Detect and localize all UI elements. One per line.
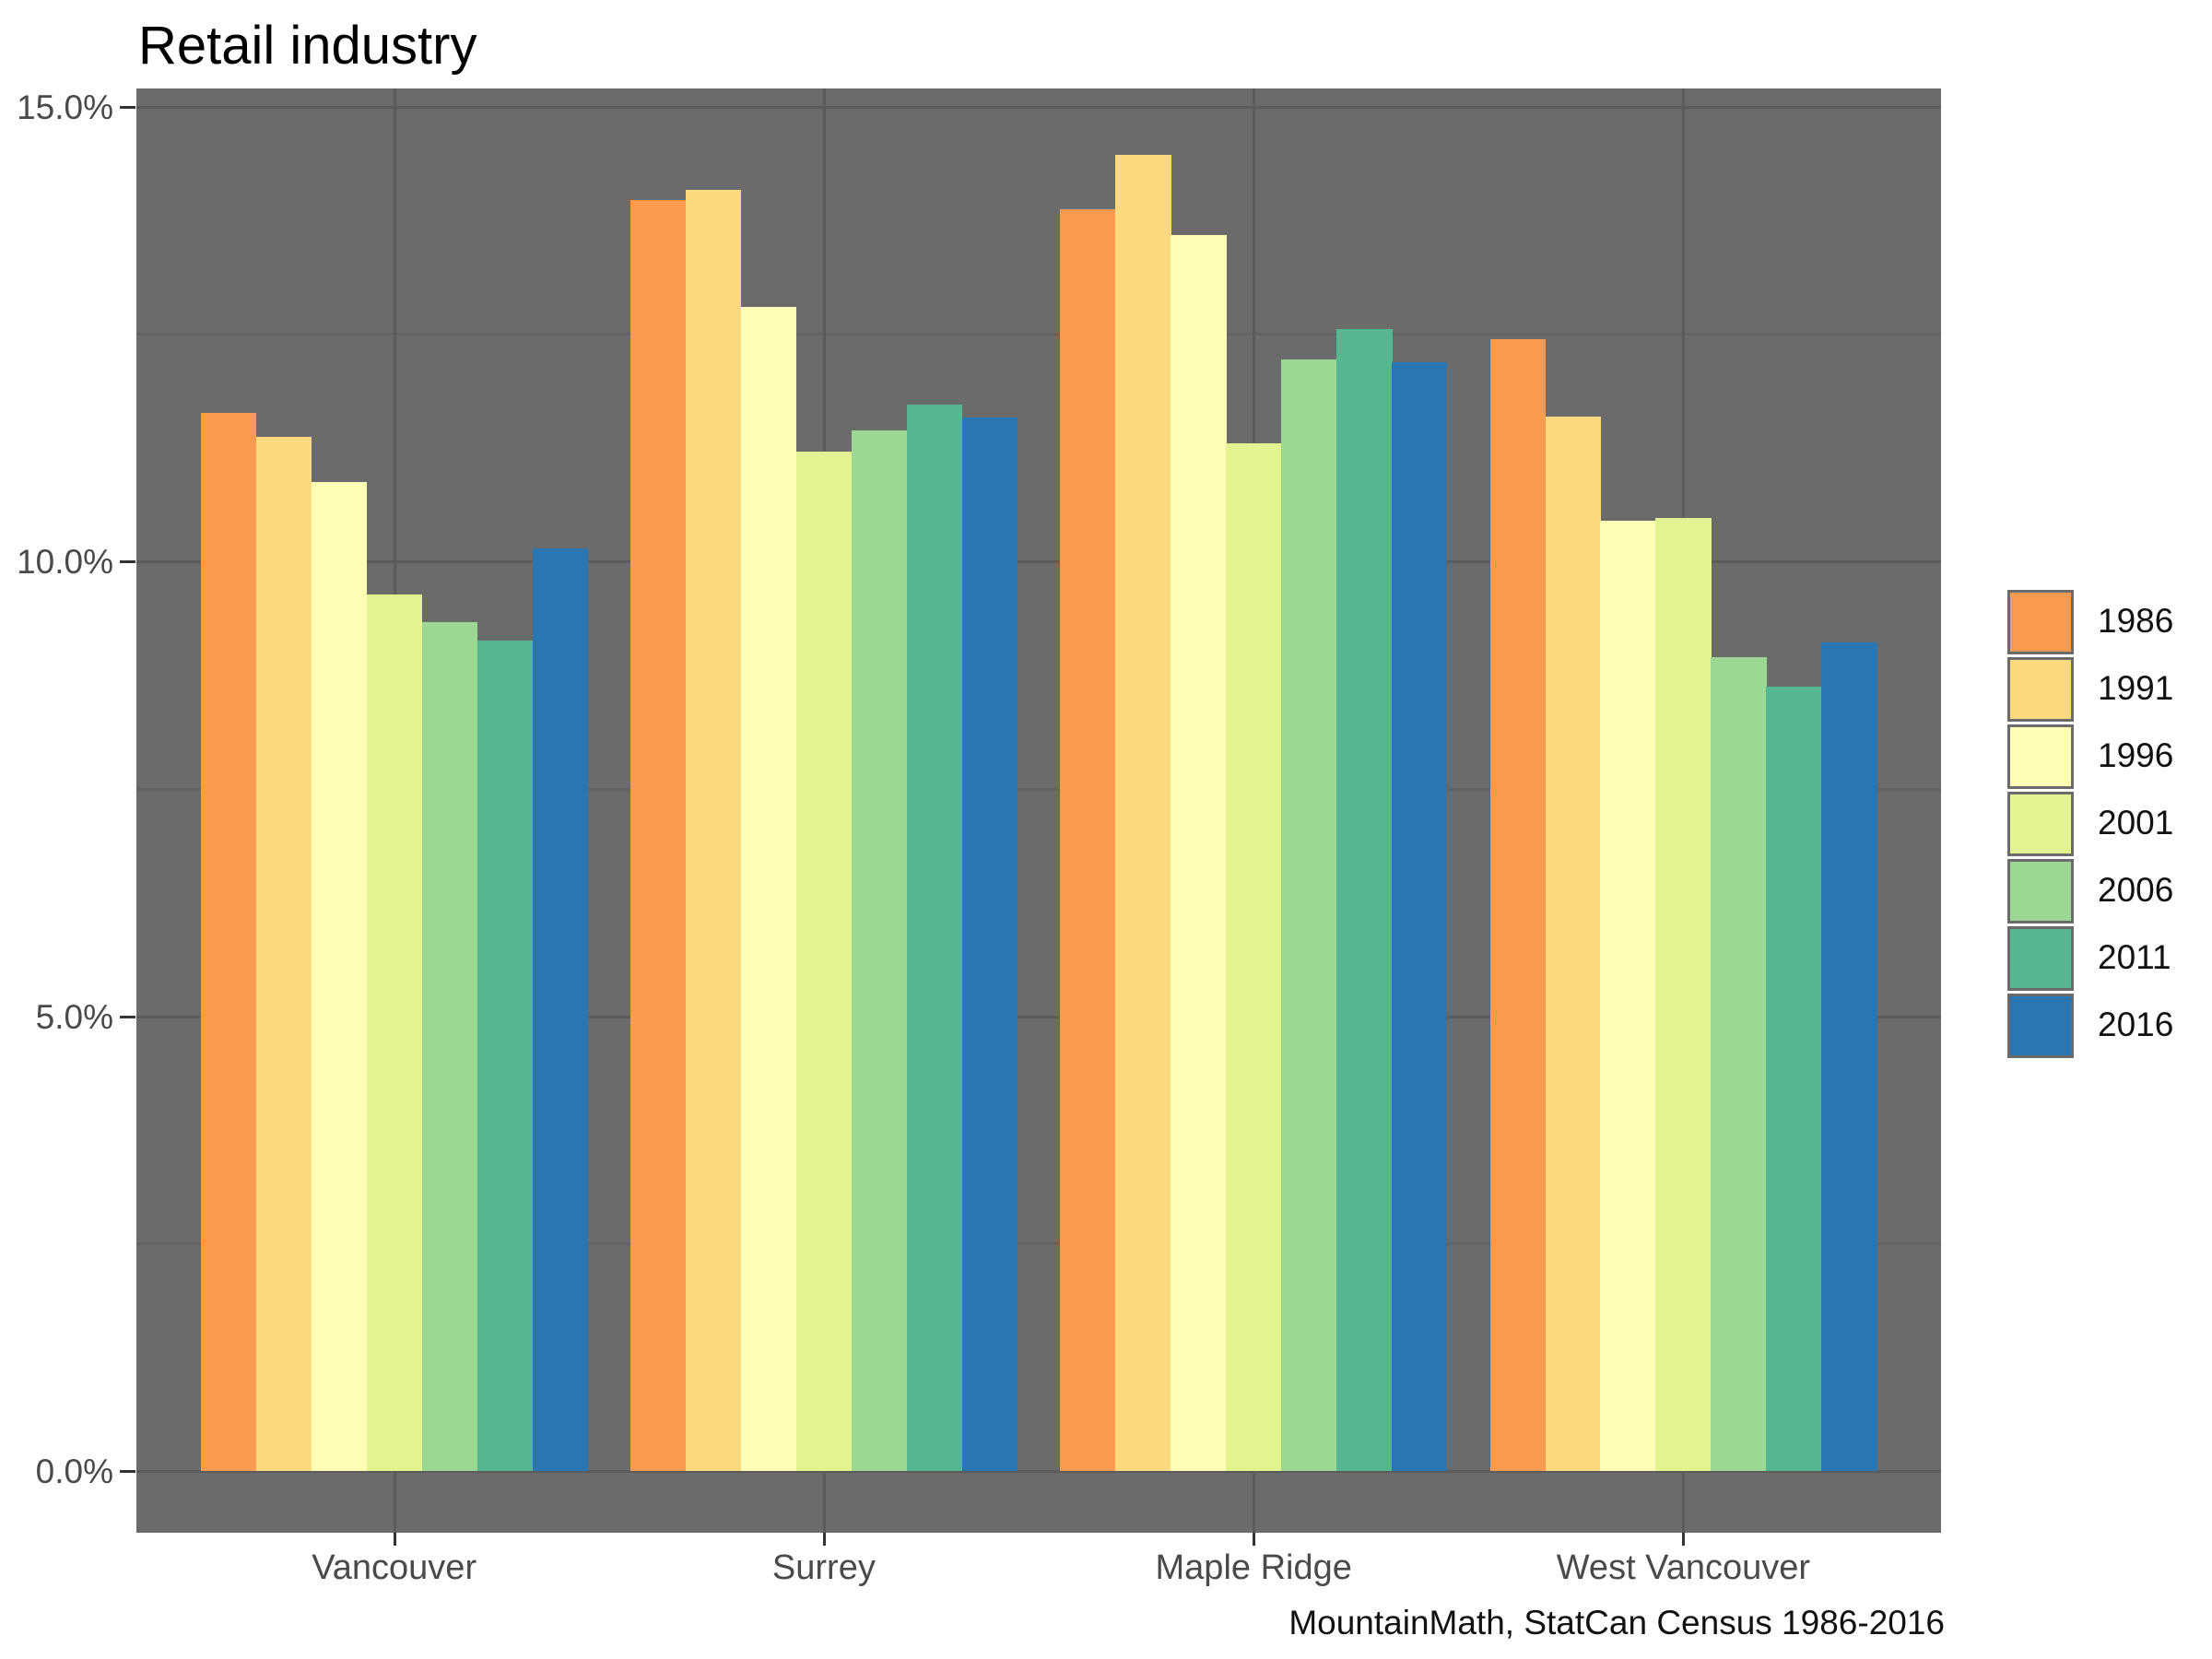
legend-key-swatch [2007,724,2074,789]
bar-west-vancouver-1991 [1545,417,1601,1471]
bar-west-vancouver-2011 [1766,687,1822,1471]
bar-maple-ridge-1996 [1171,234,1227,1471]
bar-surrey-1996 [740,306,797,1471]
bar-surrey-2001 [795,451,853,1471]
legend-key-swatch [2007,926,2074,991]
legend-key-swatch [2007,859,2074,924]
legend-label: 2001 [2098,804,2174,841]
bar-maple-ridge-2001 [1226,442,1282,1471]
bar-surrey-2016 [961,418,1018,1471]
y-axis-label: 15.0% [17,88,113,126]
bar-vancouver-2016 [532,548,588,1471]
bar-west-vancouver-1986 [1489,339,1547,1471]
bar-west-vancouver-2001 [1655,517,1712,1471]
bar-west-vancouver-2016 [1821,641,1877,1471]
bar-west-vancouver-2006 [1711,656,1767,1471]
legend-key-swatch [2007,657,2074,722]
bar-vancouver-1996 [311,482,368,1471]
minor-gridline [136,333,1941,336]
x-tick-mark [1682,1533,1686,1546]
bar-vancouver-2011 [477,640,534,1471]
bar-maple-ridge-1986 [1060,209,1116,1471]
y-tick-mark [120,1015,135,1018]
bar-vancouver-1986 [200,413,257,1471]
bar-surrey-2006 [851,429,908,1471]
legend-label: 1996 [2098,736,2174,774]
minor-gridline [136,787,1941,791]
bar-vancouver-1991 [255,436,312,1471]
x-tick-mark [822,1533,826,1546]
x-axis-label-vancouver: Vancouver [312,1548,477,1587]
x-axis-label-surrey: Surrey [771,1548,876,1587]
legend-label: 1986 [2098,602,2174,640]
major-gridline [136,105,1941,109]
x-axis-label-maple-ridge: Maple Ridge [1155,1548,1352,1587]
legend-label: 2011 [2098,938,2171,976]
bar-surrey-2011 [906,405,963,1471]
legend-key-swatch [2007,590,2074,654]
chart-panel [136,88,1941,1533]
chart-caption: MountainMath, StatCan Census 1986-2016 [1288,1604,1945,1641]
y-axis-label: 0.0% [35,1453,113,1490]
legend-key-swatch [2007,792,2074,856]
bar-maple-ridge-2016 [1392,361,1448,1471]
major-gridline [136,560,1941,563]
bar-maple-ridge-2011 [1336,329,1393,1471]
bar-vancouver-2001 [366,594,423,1471]
legend-label: 2006 [2098,871,2174,909]
y-tick-mark [120,1470,135,1473]
legend-label: 2016 [2098,1006,2174,1043]
minor-gridline [136,1242,1941,1246]
chart-title: Retail industry [138,16,477,76]
bar-vancouver-2006 [421,622,478,1471]
bar-maple-ridge-2006 [1281,359,1337,1471]
y-axis-label: 10.0% [17,543,113,581]
x-tick-mark [1253,1533,1256,1546]
bar-surrey-1991 [686,190,742,1471]
legend-key-swatch [2007,994,2074,1058]
y-axis-label: 5.0% [35,997,113,1036]
bar-west-vancouver-1996 [1600,520,1656,1471]
major-gridline [136,1015,1941,1018]
major-gridline [136,1470,1941,1473]
bar-surrey-1986 [630,200,687,1471]
legend-label: 1991 [2098,669,2174,707]
bar-maple-ridge-1991 [1115,154,1171,1471]
y-tick-mark [120,560,135,563]
y-tick-mark [120,105,135,109]
x-tick-mark [393,1533,396,1546]
x-axis-label-west-vancouver: West Vancouver [1556,1548,1811,1587]
